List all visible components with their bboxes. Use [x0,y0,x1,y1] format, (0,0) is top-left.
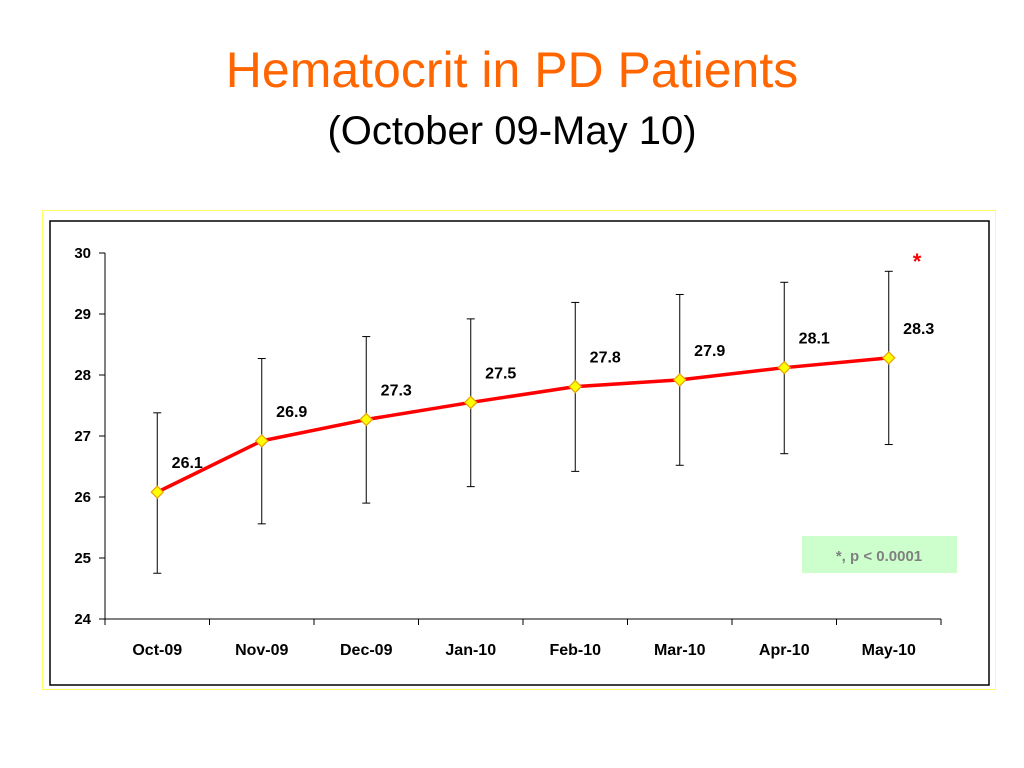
x-tick-label: Oct-09 [132,642,182,659]
data-label: 27.9 [694,343,725,360]
data-point-marker [568,379,583,394]
x-tick-label: Nov-09 [235,642,288,659]
series-line-layer [156,356,889,494]
x-tick-label: Apr-10 [759,642,810,659]
data-label: 26.1 [172,455,203,472]
y-tick-label: 30 [74,245,91,262]
data-point-marker [254,434,269,448]
data-label: 26.9 [276,404,307,421]
x-tick-label: Dec-09 [340,642,393,659]
slide-subtitle: (October 09-May 10) [327,109,697,153]
data-point-marker [359,412,374,427]
data-label: 28.1 [799,331,830,348]
data-label: 28.3 [903,321,934,338]
markers [150,351,896,499]
significance-asterisk: * [913,249,922,274]
y-tick-label: 24 [74,611,91,628]
x-tick-label: Jan-10 [445,642,496,659]
data-point-marker [672,373,687,387]
series-line [156,356,889,494]
data-point-marker [881,351,896,365]
significance-note: *, p < 0.0001 [836,548,922,565]
significance-box [802,536,957,573]
y-tick-label: 27 [74,428,91,445]
y-tick-label: 29 [74,306,91,323]
data-point-marker [150,485,165,499]
x-tick-label: May-10 [862,642,916,659]
slide-title: Hematocrit in PD Patients [225,42,799,98]
hematocrit-line-chart: 24 25 26 27 28 29 30 Oct-09 Nov-09 Dec-09 Jan-10 Fe… [49,220,990,686]
x-tick-label: Feb-10 [549,642,601,659]
axes: 24 25 26 27 28 29 30 Oct-09 Nov-09 Dec-09 Jan-10 Fe… [74,245,942,659]
data-label: 27.8 [590,350,621,367]
plot-area-border [49,220,990,686]
y-tick-label: 28 [74,367,91,384]
data-labels: 26.1 26.9 27.3 27.5 27.8 27.9 28.1 28.3 [172,321,935,472]
data-point-marker [463,395,478,410]
data-label: 27.3 [381,383,412,400]
data-label: 27.5 [485,365,516,382]
x-tick-label: Mar-10 [654,642,706,659]
chart-frame: 24 25 26 27 28 29 30 Oct-09 Nov-09 Dec-09 Jan-10 Fe… [42,210,996,690]
y-tick-label: 25 [74,550,91,567]
y-tick-label: 26 [74,489,91,506]
data-point-marker [777,360,792,375]
